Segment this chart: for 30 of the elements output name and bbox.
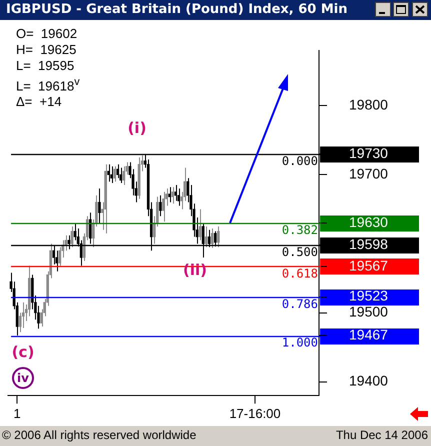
y-tick-label: 19523 <box>349 288 388 304</box>
y-tick-label: 19730 <box>349 144 388 161</box>
x-tick-label: 17-16:00 <box>229 406 281 421</box>
y-tick-label: 19598 <box>349 236 388 252</box>
annotation: (c) <box>12 343 34 361</box>
y-tick-label: 19400 <box>349 372 388 389</box>
y-tick-label: 19800 <box>349 96 388 112</box>
chart-title: IGBPUSD - Great Britain (Pound) Index, 60 Min <box>0 0 431 20</box>
annotation: (ii) <box>183 261 207 279</box>
annotation: 0.382 <box>282 223 318 238</box>
text: © 2006 All rights reserved worldwide <box>2 428 196 442</box>
y-tick-label: 19467 <box>349 326 388 342</box>
annotation: 0.000 <box>282 154 318 168</box>
annotation: 0.618 <box>282 266 318 281</box>
y-tick-label: 19700 <box>349 166 388 182</box>
annotation: L= 19595 <box>16 58 74 73</box>
y-tick-label: 19500 <box>349 304 388 320</box>
y-tick-label: 19630 <box>349 214 388 230</box>
annotation: Δ= +14 <box>16 94 62 110</box>
annotation: 0.786 <box>282 297 318 311</box>
annotation: L= 19618$^{v}$ <box>16 76 80 94</box>
text: Thu Dec 14 2006 <box>336 428 428 442</box>
annotation: 0.500 <box>282 245 318 260</box>
annotation: 1.000 <box>282 336 318 350</box>
y-tick-label: 19567 <box>349 257 388 274</box>
text: O= 19602 <box>16 26 78 41</box>
annotation: (i) <box>128 119 146 137</box>
x-tick-label: 1 <box>14 406 21 421</box>
annotation: iv <box>12 367 34 389</box>
annotation: H= 19625 <box>16 42 76 57</box>
